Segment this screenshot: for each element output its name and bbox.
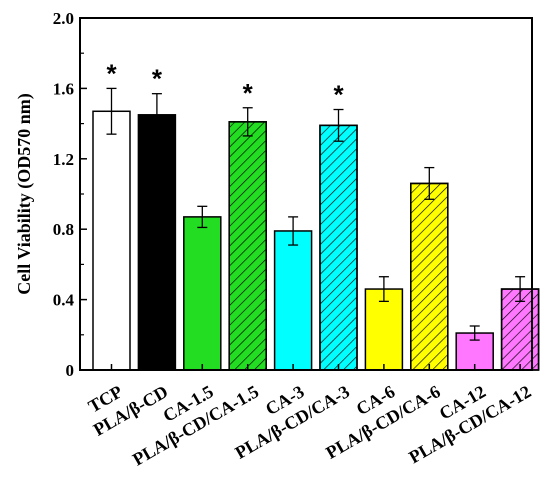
y-tick-label: 0.8 (53, 220, 74, 239)
y-tick-label: 0.4 (53, 291, 75, 310)
y-tick-label: 1.6 (53, 79, 74, 98)
significance-marker: * (152, 64, 163, 94)
significance-marker: * (333, 80, 344, 110)
bar (92, 110, 131, 371)
bar-hatch (410, 182, 449, 371)
y-tick-label: 2.0 (53, 9, 74, 28)
bar (273, 230, 313, 371)
bar-hatch (319, 124, 358, 371)
bars-layer: * * * * (92, 58, 540, 371)
y-tick-label: 0 (66, 361, 75, 380)
y-tick-label: 1.2 (53, 150, 74, 169)
bar-hatch (228, 121, 267, 371)
y-axis: 0 0.4 0.8 1.2 1.6 2.0 (53, 9, 521, 380)
significance-marker: * (106, 58, 117, 88)
bar (137, 114, 177, 371)
significance-marker: * (243, 78, 254, 108)
y-axis-title: Cell Viability (OD570 nm) (14, 93, 35, 295)
bar (183, 216, 222, 371)
